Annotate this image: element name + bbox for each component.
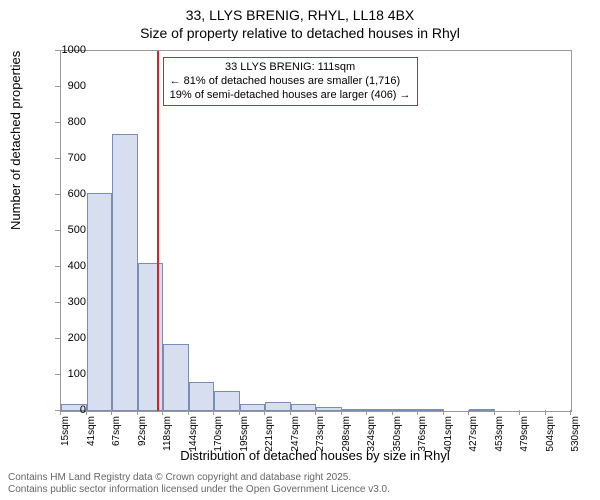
- x-tick-mark: [494, 410, 495, 415]
- x-tick-mark: [366, 410, 367, 415]
- histogram-bar: [418, 409, 444, 411]
- x-tick-mark: [188, 410, 189, 415]
- annotation-line3: 19% of semi-detached houses are larger (…: [170, 89, 411, 103]
- y-tick-label: 200: [46, 332, 86, 344]
- chart-title: 33, LLYS BRENIG, RHYL, LL18 4BX Size of …: [0, 0, 600, 42]
- y-tick-label: 100: [46, 368, 86, 380]
- y-tick-label: 700: [46, 152, 86, 164]
- x-tick-label: 530sqm: [570, 416, 581, 456]
- histogram-bar: [342, 409, 368, 411]
- title-line1: 33, LLYS BRENIG, RHYL, LL18 4BX: [0, 6, 600, 24]
- x-tick-mark: [239, 410, 240, 415]
- y-tick-mark: [55, 194, 60, 195]
- x-tick-mark: [86, 410, 87, 415]
- plot-area: 33 LLYS BRENIG: 111sqm← 81% of detached …: [60, 50, 572, 412]
- histogram-bar: [189, 382, 215, 411]
- x-tick-mark: [443, 410, 444, 415]
- footer-attribution: Contains HM Land Registry data © Crown c…: [8, 472, 390, 496]
- histogram-bar: [291, 404, 317, 411]
- histogram-bar: [112, 134, 138, 411]
- y-tick-mark: [55, 86, 60, 87]
- y-tick-label: 500: [46, 224, 86, 236]
- y-tick-label: 0: [46, 404, 86, 416]
- x-tick-mark: [468, 410, 469, 415]
- histogram-bar: [393, 409, 419, 411]
- x-tick-mark: [341, 410, 342, 415]
- x-axis-label: Distribution of detached houses by size …: [60, 448, 570, 463]
- x-tick-mark: [417, 410, 418, 415]
- footer-line2: Contains public sector information licen…: [8, 484, 390, 496]
- y-tick-mark: [55, 230, 60, 231]
- y-tick-mark: [55, 338, 60, 339]
- histogram-bar: [367, 409, 393, 411]
- x-tick-mark: [137, 410, 138, 415]
- histogram-bar: [316, 407, 342, 411]
- y-tick-label: 900: [46, 80, 86, 92]
- footer-line1: Contains HM Land Registry data © Crown c…: [8, 472, 390, 484]
- y-tick-label: 1000: [46, 44, 86, 56]
- y-tick-label: 800: [46, 116, 86, 128]
- y-tick-label: 300: [46, 296, 86, 308]
- histogram-bar: [163, 344, 189, 411]
- histogram-bar: [87, 193, 113, 411]
- annotation-box: 33 LLYS BRENIG: 111sqm← 81% of detached …: [163, 57, 418, 106]
- chart-container: 33, LLYS BRENIG, RHYL, LL18 4BX Size of …: [0, 0, 600, 500]
- x-tick-mark: [315, 410, 316, 415]
- x-tick-mark: [570, 410, 571, 415]
- y-tick-mark: [55, 302, 60, 303]
- y-tick-mark: [55, 158, 60, 159]
- histogram-bar: [240, 404, 266, 411]
- histogram-bar: [469, 409, 495, 411]
- x-tick-mark: [162, 410, 163, 415]
- histogram-bar: [265, 402, 291, 411]
- property-marker-line: [157, 51, 159, 411]
- y-axis-label: Number of detached properties: [8, 51, 23, 230]
- histogram-bar: [214, 391, 240, 411]
- annotation-line2: ← 81% of detached houses are smaller (1,…: [170, 75, 411, 89]
- title-line2: Size of property relative to detached ho…: [0, 24, 600, 42]
- histogram-bar: [138, 263, 164, 411]
- y-tick-mark: [55, 266, 60, 267]
- x-tick-mark: [392, 410, 393, 415]
- x-tick-mark: [545, 410, 546, 415]
- x-tick-mark: [290, 410, 291, 415]
- x-tick-mark: [213, 410, 214, 415]
- y-tick-mark: [55, 122, 60, 123]
- x-tick-mark: [519, 410, 520, 415]
- y-tick-mark: [55, 374, 60, 375]
- annotation-line1: 33 LLYS BRENIG: 111sqm: [170, 61, 411, 75]
- x-tick-mark: [111, 410, 112, 415]
- x-tick-mark: [60, 410, 61, 415]
- y-tick-label: 400: [46, 260, 86, 272]
- x-tick-mark: [264, 410, 265, 415]
- y-tick-mark: [55, 50, 60, 51]
- y-tick-label: 600: [46, 188, 86, 200]
